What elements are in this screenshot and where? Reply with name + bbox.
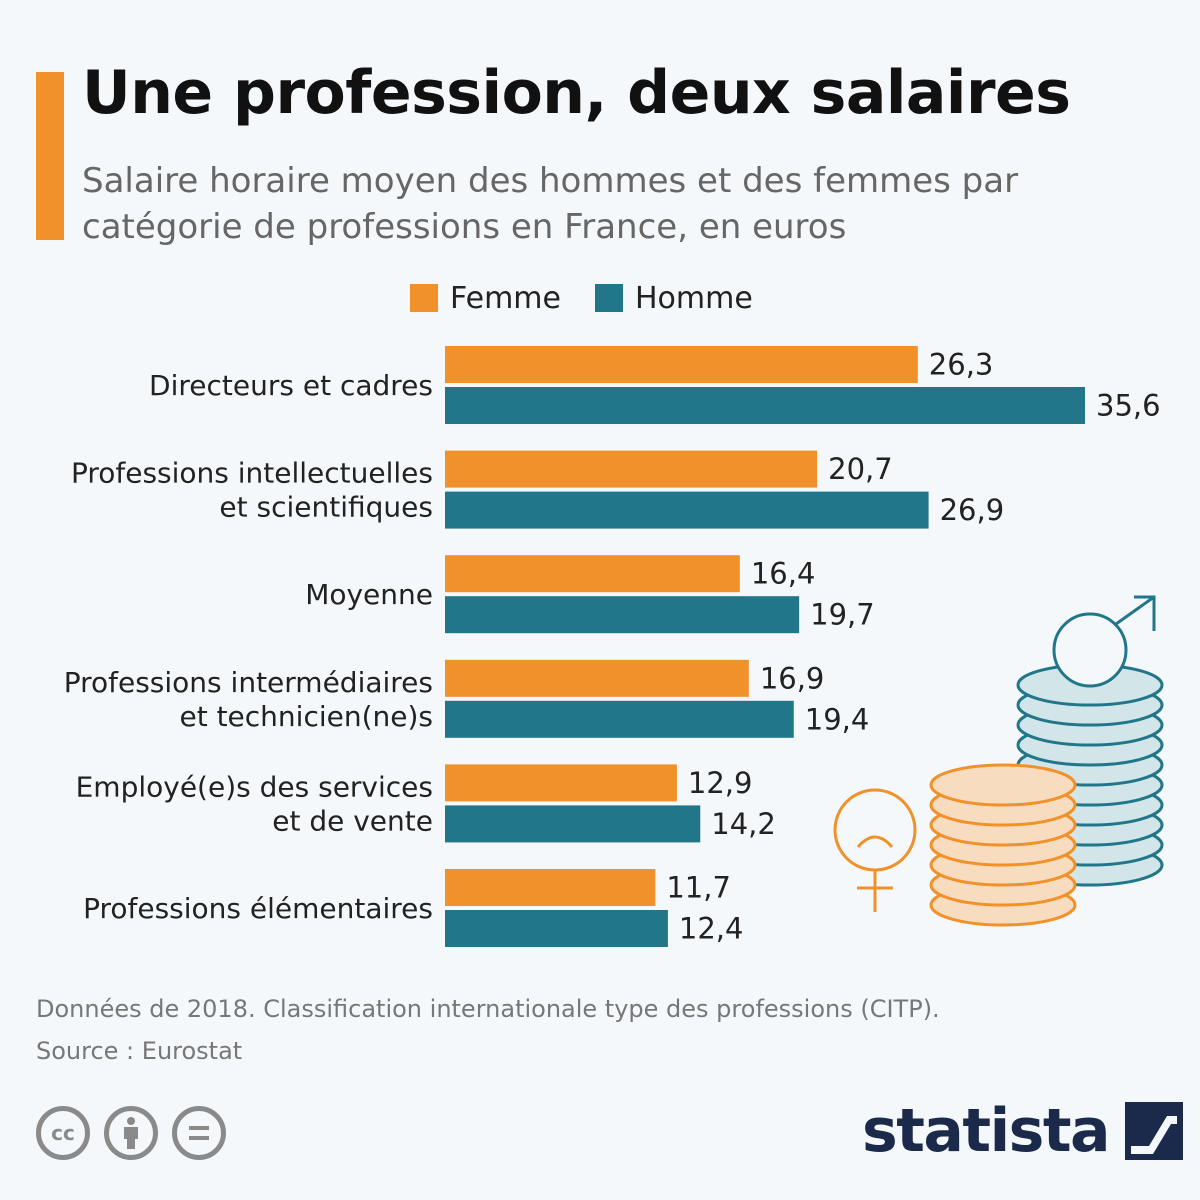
page-subtitle: Salaire horaire moyen des hommes et des … — [82, 161, 1019, 247]
bar-chart: Directeurs et cadres 26,3 35,6 Professions … — [64, 346, 1161, 947]
license-icons: cc — [36, 1106, 226, 1160]
value-label-femme: 11,7 — [666, 871, 731, 905]
chart-legend: Femme Homme — [410, 278, 753, 318]
value-label-femme: 16,4 — [751, 557, 816, 591]
value-label-femme: 12,9 — [688, 766, 753, 800]
attribution-icon[interactable] — [104, 1106, 158, 1160]
category-label: Employé(e)s des services et de vente — [76, 770, 433, 837]
legend-item-homme: Homme — [594, 280, 753, 316]
value-label-homme: 35,6 — [1096, 389, 1161, 423]
value-label-homme: 19,4 — [805, 702, 870, 736]
legend-label-femme: Femme — [450, 280, 561, 316]
title-accent-bar — [36, 72, 64, 240]
value-label-homme: 12,4 — [679, 912, 744, 946]
male-symbol-icon — [1052, 595, 1156, 688]
legend-swatch-homme — [594, 284, 623, 312]
brand-name: statista — [862, 1096, 1111, 1166]
category-label: Professions intermédiaires et technicien(… — [64, 666, 433, 733]
female-coin-stack — [929, 763, 1077, 927]
footnote: Données de 2018. Classification internat… — [36, 988, 940, 1072]
category-label: Directeurs et cadres — [149, 369, 433, 402]
page-title: Une profession, deux salaires — [82, 58, 1071, 128]
equals-icon — [189, 1126, 209, 1140]
statista-brand[interactable]: statista — [862, 1096, 1184, 1166]
bar-femme — [445, 346, 918, 383]
bar-homme — [445, 491, 929, 529]
statista-logo-icon — [1125, 1102, 1184, 1160]
bar-femme — [445, 659, 749, 697]
category-label: Moyenne — [305, 578, 433, 611]
footnote-source: Source : Eurostat — [36, 1037, 243, 1065]
bar-homme — [445, 700, 794, 738]
legend-swatch-femme — [410, 284, 438, 312]
value-label-femme: 16,9 — [760, 661, 825, 695]
creative-commons-icon-text: cc — [51, 1121, 75, 1145]
coins-gender-illustration — [833, 595, 1164, 927]
value-label-homme: 19,7 — [810, 598, 875, 632]
female-symbol-icon — [833, 788, 917, 912]
value-label-homme: 26,9 — [940, 493, 1005, 527]
value-label-femme: 26,3 — [929, 348, 994, 382]
footnote-data-note: Données de 2018. Classification internat… — [36, 995, 940, 1023]
creative-commons-icon[interactable]: cc — [36, 1106, 90, 1160]
bar-homme — [445, 910, 668, 947]
person-icon — [124, 1117, 138, 1149]
bar-homme — [445, 805, 701, 843]
bar-femme — [445, 450, 818, 488]
value-label-homme: 14,2 — [711, 807, 776, 841]
bar-femme — [445, 764, 677, 802]
bar-femme — [445, 869, 656, 906]
category-label: Professions intellectuelles et scientifiq… — [71, 457, 433, 524]
legend-label-homme: Homme — [634, 280, 753, 316]
bar-homme — [445, 387, 1085, 424]
bar-femme — [445, 555, 740, 593]
bar-homme — [445, 596, 800, 634]
category-label: Professions élémentaires — [83, 892, 433, 925]
legend-item-femme: Femme — [410, 281, 561, 316]
value-label-femme: 20,7 — [828, 452, 893, 486]
no-derivatives-icon[interactable] — [172, 1106, 226, 1160]
